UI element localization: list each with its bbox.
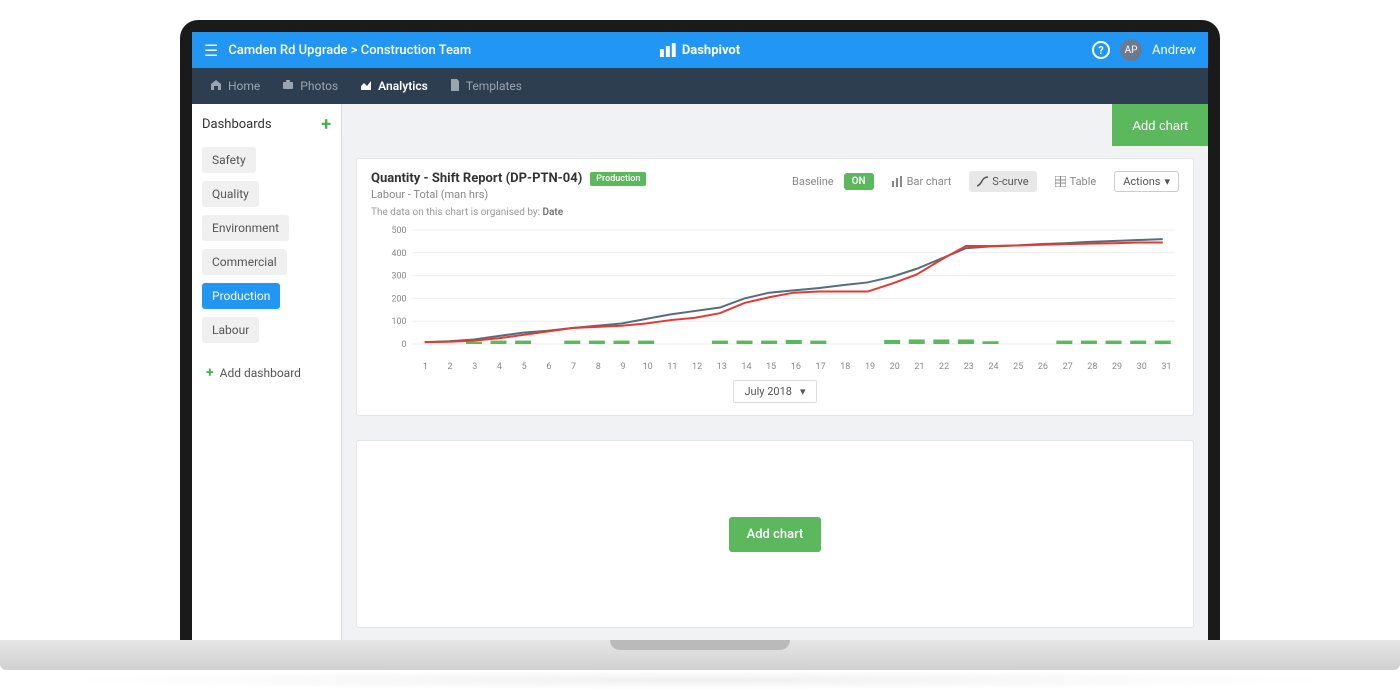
add-dashboard-icon[interactable]: + bbox=[321, 114, 331, 135]
plus-icon: + bbox=[206, 365, 214, 381]
chart-svg: 0 100 200 300 400 500 bbox=[371, 226, 1179, 356]
chart-subtitle: Labour - Total (man hrs) bbox=[371, 188, 646, 201]
chart-note-prefix: The data on this chart is organised by: bbox=[371, 207, 543, 218]
add-dashboard-button[interactable]: + Add dashboard bbox=[202, 359, 331, 387]
add-chart-center-button[interactable]: Add chart bbox=[729, 517, 822, 552]
chart-card-header: Quantity - Shift Report (DP-PTN-04) Prod… bbox=[371, 171, 1179, 218]
actions-label: Actions bbox=[1123, 175, 1160, 188]
breadcrumb[interactable]: Camden Rd Upgrade > Construction Team bbox=[228, 43, 471, 58]
add-chart-button[interactable]: Add chart bbox=[1112, 104, 1208, 146]
sidebar-item-quality[interactable]: Quality bbox=[202, 181, 259, 207]
templates-icon bbox=[450, 79, 460, 94]
svg-text:200: 200 bbox=[392, 294, 407, 304]
nav-home[interactable]: Home bbox=[210, 79, 260, 94]
chart-tag: Production bbox=[590, 172, 646, 186]
chart-note-emph: Date bbox=[543, 207, 564, 218]
sidebar-item-safety[interactable]: Safety bbox=[202, 147, 256, 173]
nav-photos[interactable]: Photos bbox=[282, 79, 338, 94]
chevron-down-icon: ▾ bbox=[1164, 175, 1170, 188]
photos-icon bbox=[282, 79, 294, 94]
table-view-button[interactable]: Table bbox=[1047, 171, 1105, 192]
laptop-shadow bbox=[50, 670, 1350, 690]
barchart-view-button[interactable]: Bar chart bbox=[884, 171, 960, 192]
brand: Dashpivot bbox=[660, 43, 740, 58]
svg-text:400: 400 bbox=[392, 249, 407, 259]
chevron-down-icon: ▾ bbox=[800, 385, 806, 398]
chart-title: Quantity - Shift Report (DP-PTN-04) bbox=[371, 171, 582, 186]
sidebar-item-environment[interactable]: Environment bbox=[202, 215, 289, 241]
empty-chart-card: Add chart bbox=[356, 440, 1194, 628]
chart-controls: Baseline ON Bar chart S-curve bbox=[792, 171, 1179, 192]
svg-text:500: 500 bbox=[392, 226, 407, 236]
barchart-label: Bar chart bbox=[907, 175, 952, 188]
nav-analytics[interactable]: Analytics bbox=[360, 79, 428, 94]
brand-icon bbox=[660, 43, 676, 57]
svg-text:0: 0 bbox=[401, 340, 406, 350]
table-icon bbox=[1055, 176, 1066, 187]
nav-templates-label: Templates bbox=[466, 79, 522, 93]
help-icon[interactable]: ? bbox=[1092, 41, 1110, 59]
home-icon bbox=[210, 79, 222, 94]
brand-label: Dashpivot bbox=[682, 43, 740, 58]
sidebar-title: Dashboards bbox=[202, 117, 272, 132]
baseline-label: Baseline bbox=[792, 175, 834, 188]
sidebar-item-production[interactable]: Production bbox=[202, 283, 280, 309]
nav-photos-label: Photos bbox=[300, 79, 338, 93]
chart-area: 0 100 200 300 400 500 12345678910111213141516… bbox=[371, 226, 1179, 403]
svg-text:100: 100 bbox=[392, 317, 407, 327]
scurve-icon bbox=[977, 176, 988, 187]
actions-dropdown[interactable]: Actions ▾ bbox=[1114, 171, 1179, 192]
laptop-frame: ☰ Camden Rd Upgrade > Construction Team … bbox=[180, 20, 1220, 640]
date-range-selector[interactable]: July 2018 ▾ bbox=[733, 380, 816, 403]
avatar[interactable]: AP bbox=[1120, 39, 1142, 61]
x-axis-labels: 1234567891011121314151617181920212223242… bbox=[371, 360, 1179, 372]
nav-analytics-label: Analytics bbox=[378, 79, 428, 93]
table-label: Table bbox=[1070, 175, 1097, 188]
topbar: ☰ Camden Rd Upgrade > Construction Team … bbox=[192, 32, 1208, 68]
menu-icon[interactable]: ☰ bbox=[204, 41, 218, 60]
sidebar: Dashboards + Safety Quality Environment … bbox=[192, 104, 342, 640]
scurve-label: S-curve bbox=[992, 175, 1028, 188]
dashboard-list: Safety Quality Environment Commercial Pr… bbox=[202, 147, 331, 387]
sidebar-item-labour[interactable]: Labour bbox=[202, 317, 259, 343]
chart-note: The data on this chart is organised by: … bbox=[371, 207, 646, 218]
laptop-notch bbox=[610, 640, 790, 650]
date-range-label: July 2018 bbox=[744, 385, 791, 398]
baseline-toggle[interactable]: ON bbox=[844, 173, 874, 190]
nav-home-label: Home bbox=[228, 79, 260, 93]
add-dashboard-label: Add dashboard bbox=[220, 366, 301, 380]
main: Add chart Quantity - Shift Report (DP-PT… bbox=[342, 104, 1208, 640]
user-name[interactable]: Andrew bbox=[1152, 43, 1196, 58]
svg-text:300: 300 bbox=[392, 272, 407, 282]
chart-card: Quantity - Shift Report (DP-PTN-04) Prod… bbox=[356, 158, 1194, 416]
barchart-icon bbox=[892, 176, 903, 187]
scurve-view-button[interactable]: S-curve bbox=[969, 171, 1036, 192]
analytics-icon bbox=[360, 79, 372, 94]
sidebar-item-commercial[interactable]: Commercial bbox=[202, 249, 287, 275]
content: Dashboards + Safety Quality Environment … bbox=[192, 104, 1208, 640]
app-window: ☰ Camden Rd Upgrade > Construction Team … bbox=[192, 32, 1208, 640]
nav-templates[interactable]: Templates bbox=[450, 79, 522, 94]
main-header: Add chart bbox=[342, 104, 1208, 146]
sidebar-title-row: Dashboards + bbox=[202, 114, 331, 135]
nav-bar: Home Photos Analytics Templates bbox=[192, 68, 1208, 104]
